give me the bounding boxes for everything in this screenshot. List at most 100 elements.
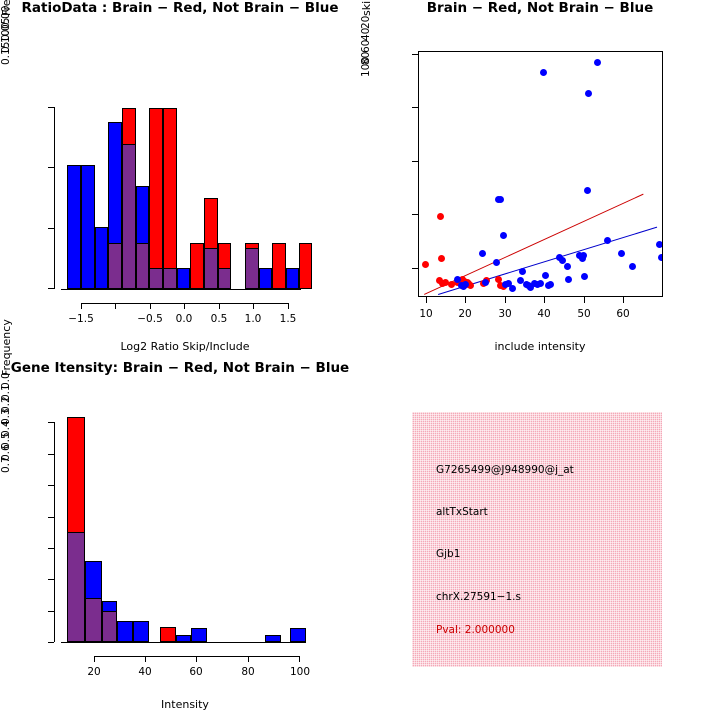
scatter-point-not-brain — [493, 259, 500, 266]
panel-ratio-title: RatioData : Brain − Red, Not Brain − Blu… — [21, 0, 339, 16]
panel-gene-ytickmark-2 — [48, 579, 54, 580]
panel-scatter-title: Brain − Red, Not Brain − Blue — [426, 0, 654, 16]
panel-scatter-ytickmark-4 — [412, 54, 418, 55]
scatter-point-not-brain — [564, 263, 571, 270]
panel-scatter-xtick-2: 30 — [498, 308, 512, 320]
panel-gene-ytickmark-0 — [48, 642, 54, 643]
panel-gene-xtickmark-0 — [94, 656, 95, 662]
scatter-point-not-brain — [519, 268, 526, 275]
panel-gene-bars — [0, 360, 360, 642]
panel-ratio-xtickmark-4 — [219, 303, 220, 309]
info-locus: chrX.27591−1.s — [436, 591, 521, 603]
bar-blue — [176, 635, 191, 642]
bar-red — [163, 108, 177, 289]
bar-overlap — [85, 598, 102, 642]
panel-scatter-xtick-4: 50 — [577, 308, 591, 320]
panel-ratio-xtick-2: −0.5 — [137, 313, 163, 325]
bar-blue — [67, 165, 81, 289]
scatter-point-not-brain — [479, 250, 486, 257]
scatter-point-not-brain — [584, 187, 591, 194]
scatter-point-not-brain — [500, 232, 507, 239]
bar-overlap — [163, 268, 177, 289]
info-probe-id: G7265499@J948990@j_at — [436, 464, 574, 476]
panel-ratio-xtickmark-1 — [115, 303, 116, 309]
scatter-point-brain — [495, 276, 502, 283]
panel-gene-title: Gene Itensity: Brain − Red, Not Brain − … — [10, 360, 350, 376]
info-event-type: altTxStart — [436, 506, 488, 518]
panel-ratio-xtick-5: 1.0 — [244, 313, 262, 325]
panel-ratio-xtickmark-3 — [184, 303, 185, 309]
panel-ratio-ytickmark-0 — [48, 288, 54, 289]
panel-scatter-xtickmark-4 — [584, 297, 585, 303]
scatter-point-not-brain — [565, 276, 572, 283]
info-gene-symbol: Gjb1 — [436, 548, 461, 560]
bar-overlap — [245, 248, 259, 289]
panel-gene-baseline — [61, 642, 306, 643]
panel-ratio-xtick-4: 0.5 — [210, 313, 228, 325]
bar-red — [190, 243, 204, 289]
scatter-point-not-brain — [540, 69, 547, 76]
panel-scatter-xtick-1: 20 — [458, 308, 472, 320]
panel-scatter-xtick-5: 60 — [616, 308, 630, 320]
scatter-point-not-brain — [527, 284, 534, 291]
bar-red — [160, 627, 176, 642]
panel-gene-xtick-2: 60 — [189, 666, 203, 678]
scatter-point-brain — [437, 213, 444, 220]
panel-ratio-ytickmark-2 — [48, 167, 54, 168]
scatter-point-not-brain — [537, 280, 544, 287]
panel-gene-ytickmark-7 — [48, 422, 54, 423]
panel-scatter-xtick-3: 40 — [537, 308, 551, 320]
panel-gene-xlabel: Intensity — [161, 698, 209, 711]
bar-red — [299, 243, 312, 289]
bar-blue — [95, 227, 108, 289]
bar-red — [149, 108, 163, 289]
bar-overlap — [204, 248, 218, 289]
scatter-point-not-brain — [482, 279, 489, 286]
panel-ratio-histogram: RatioData : Brain − Red, Not Brain − Blu… — [0, 0, 360, 360]
bar-blue — [177, 268, 190, 289]
scatter-point-not-brain — [559, 257, 566, 264]
scatter-point-not-brain — [547, 281, 554, 288]
panel-ratio-xtickmark-5 — [253, 303, 254, 309]
bar-overlap — [149, 268, 163, 289]
bar-blue — [265, 635, 281, 642]
panel-scatter-ytickmark-1 — [412, 214, 418, 215]
scatter-point-brain — [438, 255, 445, 262]
panel-scatter-frame — [418, 51, 663, 297]
panel-gene-xtickmark-4 — [299, 656, 300, 662]
annotation-info-panel: G7265499@J948990@j_at altTxStart Gjb1 ch… — [412, 412, 662, 667]
bar-overlap — [136, 243, 149, 289]
panel-scatter-ytickmark-0 — [412, 268, 418, 269]
panel-scatter-xtickmark-1 — [465, 297, 466, 303]
scatter-point-not-brain — [517, 277, 524, 284]
panel-gene-xtickmark-1 — [145, 656, 146, 662]
scatter-point-not-brain — [462, 281, 469, 288]
panel-gene-ytickmark-6 — [48, 454, 54, 455]
panel-scatter-xtickmark-3 — [544, 297, 545, 303]
panel-gene-ytickmark-4 — [48, 517, 54, 518]
panel-gene-xtick-1: 40 — [138, 666, 152, 678]
panel-gene-xtick-4: 100 — [289, 666, 311, 678]
panel-scatter-ytickmark-3 — [412, 107, 418, 108]
scatter-point-brain — [442, 279, 449, 286]
scatter-point-brain — [467, 282, 474, 289]
panel-gene-xtickmark-2 — [196, 656, 197, 662]
panel-scatter-ytick-4: 100 — [360, 56, 372, 77]
scatter-point-not-brain — [629, 263, 636, 270]
panel-ratio-xtick-3: 0.0 — [175, 313, 193, 325]
scatter-point-brain — [448, 281, 455, 288]
bar-blue — [191, 628, 207, 642]
info-pval: Pval: 2.000000 — [436, 624, 515, 636]
scatter-point-not-brain — [585, 90, 592, 97]
panel-intensity-scatter: Brain − Red, Not Brain − Blue skip inten… — [360, 0, 720, 360]
panel-ratio-xtick-0: −1.5 — [68, 313, 94, 325]
panel-scatter-xlabel: include intensity — [494, 340, 586, 353]
panel-scatter-xtickmark-0 — [426, 297, 427, 303]
panel-gene-xtick-3: 80 — [241, 666, 255, 678]
panel-ratio-ytickmark-1 — [48, 228, 54, 229]
scatter-point-not-brain — [497, 196, 504, 203]
panel-gene-ytickmark-1 — [48, 611, 54, 612]
bar-red — [272, 243, 286, 289]
panel-scatter-xtickmark-5 — [623, 297, 624, 303]
panel-scatter-xtickmark-2 — [505, 297, 506, 303]
